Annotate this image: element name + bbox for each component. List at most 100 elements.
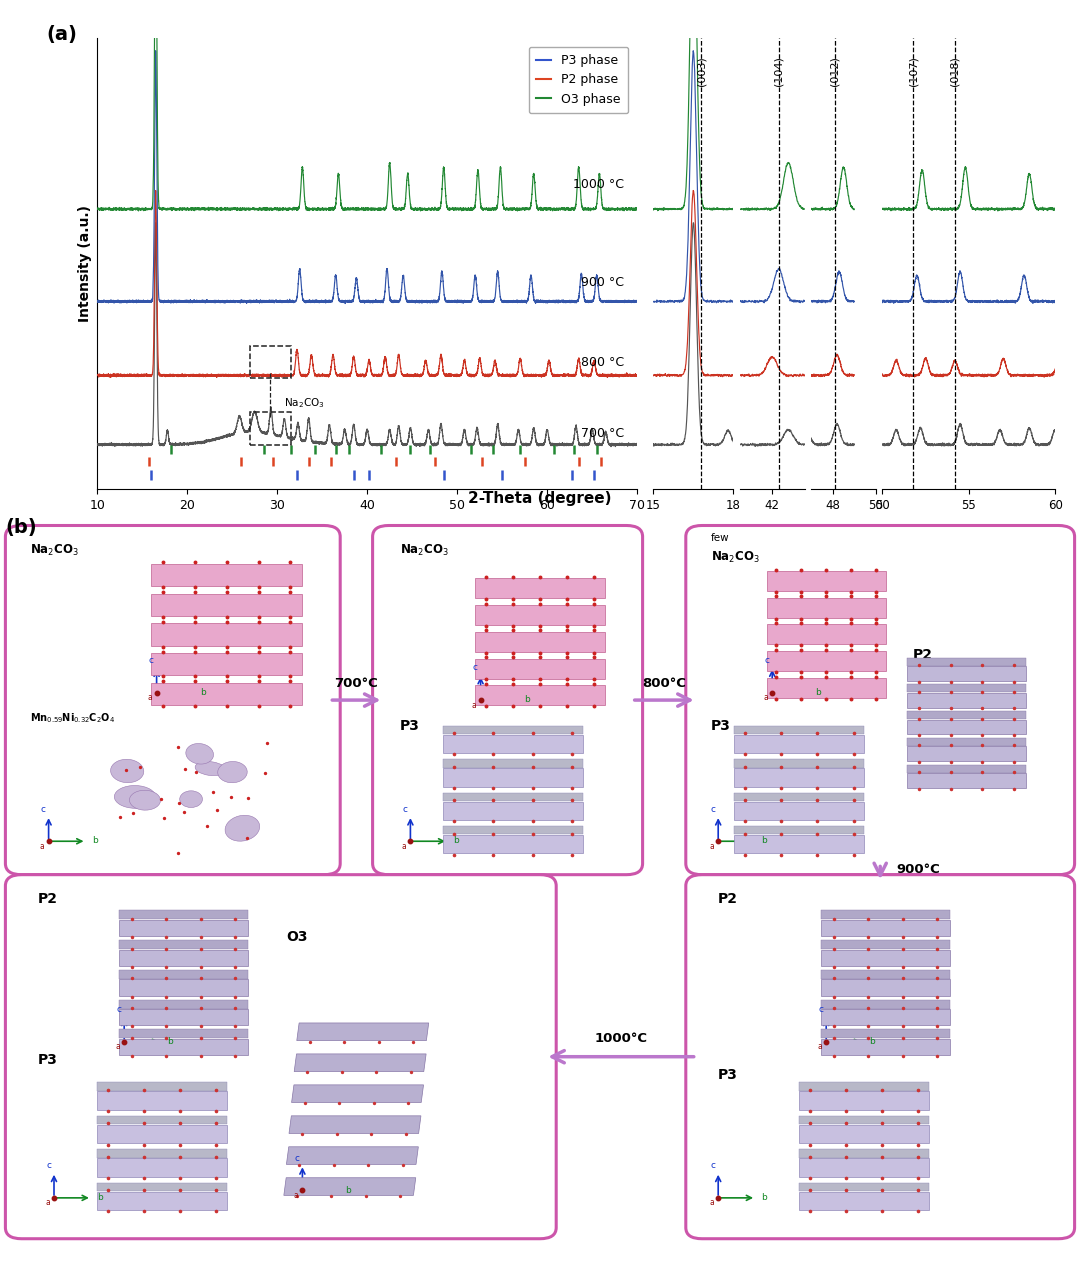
Bar xyxy=(767,652,886,672)
Text: c: c xyxy=(117,1005,121,1015)
Bar xyxy=(734,768,864,786)
Bar xyxy=(119,1039,248,1055)
Bar xyxy=(97,1082,227,1091)
Text: 800°C: 800°C xyxy=(643,677,686,690)
Text: c: c xyxy=(711,804,715,814)
FancyBboxPatch shape xyxy=(686,875,1075,1238)
Bar xyxy=(734,792,864,801)
Bar xyxy=(443,836,583,853)
Bar xyxy=(821,979,950,996)
Bar xyxy=(734,735,864,753)
Bar xyxy=(97,1091,227,1110)
Text: (003): (003) xyxy=(697,57,706,86)
Bar xyxy=(821,970,950,979)
Bar xyxy=(907,667,1026,681)
Polygon shape xyxy=(292,1085,423,1102)
Bar xyxy=(119,999,248,1008)
Bar xyxy=(799,1082,929,1091)
Bar xyxy=(907,738,1026,745)
Bar xyxy=(475,686,605,705)
Bar xyxy=(821,1010,950,1025)
Text: a: a xyxy=(40,842,44,851)
Text: c: c xyxy=(473,663,477,672)
Bar xyxy=(97,1191,227,1210)
Text: P3: P3 xyxy=(711,719,730,733)
Text: a: a xyxy=(45,1199,50,1208)
Text: Na$_2$CO$_3$: Na$_2$CO$_3$ xyxy=(711,550,759,565)
Text: (012): (012) xyxy=(829,57,840,86)
Bar xyxy=(821,940,950,949)
Text: 900°C: 900°C xyxy=(896,862,941,876)
Text: b: b xyxy=(97,1193,103,1203)
Text: c: c xyxy=(149,655,153,665)
Bar xyxy=(151,624,302,645)
Text: b: b xyxy=(761,1193,767,1203)
Bar xyxy=(799,1158,929,1176)
Bar xyxy=(151,683,302,705)
Text: c: c xyxy=(711,1161,715,1170)
Bar xyxy=(799,1149,929,1157)
Ellipse shape xyxy=(179,791,202,808)
Bar xyxy=(767,678,886,699)
Text: P2: P2 xyxy=(718,892,739,906)
Text: P3: P3 xyxy=(400,719,419,733)
Text: (b): (b) xyxy=(5,518,37,537)
FancyBboxPatch shape xyxy=(5,526,340,875)
Text: few: few xyxy=(711,533,729,542)
Bar xyxy=(734,759,864,767)
Bar xyxy=(821,1030,950,1039)
Text: (104): (104) xyxy=(773,57,784,86)
Ellipse shape xyxy=(130,790,161,810)
Text: Na$_2$CO$_3$: Na$_2$CO$_3$ xyxy=(400,542,448,558)
Bar xyxy=(799,1091,929,1110)
Y-axis label: Intensity (a.u.): Intensity (a.u.) xyxy=(78,204,92,323)
Text: 700 °C: 700 °C xyxy=(581,427,624,439)
Text: b: b xyxy=(524,695,529,705)
Bar xyxy=(97,1149,227,1157)
Text: (107): (107) xyxy=(908,57,918,86)
Bar xyxy=(443,826,583,834)
Bar xyxy=(119,970,248,979)
Text: 1000 °C: 1000 °C xyxy=(572,178,624,190)
Text: a: a xyxy=(764,693,768,702)
Legend: P3 phase, P2 phase, O3 phase: P3 phase, P2 phase, O3 phase xyxy=(529,47,629,113)
Text: a: a xyxy=(294,1191,298,1200)
Ellipse shape xyxy=(110,759,144,782)
Text: Mn$_{0.59}$Ni$_{0.32}$C$_2$O$_4$: Mn$_{0.59}$Ni$_{0.32}$C$_2$O$_4$ xyxy=(30,711,116,725)
Text: a: a xyxy=(402,842,406,851)
Text: b: b xyxy=(761,837,767,846)
Bar xyxy=(821,1039,950,1055)
Text: c: c xyxy=(41,804,45,814)
Bar xyxy=(821,919,950,936)
Bar xyxy=(97,1158,227,1176)
Bar xyxy=(443,768,583,786)
Text: c: c xyxy=(295,1153,299,1163)
Bar xyxy=(907,720,1026,734)
Text: b: b xyxy=(92,837,97,846)
Text: b: b xyxy=(200,688,205,697)
Bar xyxy=(821,911,950,919)
Bar xyxy=(151,564,302,587)
Bar xyxy=(907,685,1026,692)
Bar xyxy=(734,836,864,853)
Bar xyxy=(907,773,1026,787)
Bar xyxy=(799,1116,929,1124)
Text: O3: O3 xyxy=(286,931,308,945)
Bar xyxy=(907,765,1026,772)
Text: Na$_2$CO$_3$: Na$_2$CO$_3$ xyxy=(284,396,325,410)
Polygon shape xyxy=(286,1147,418,1165)
Text: a: a xyxy=(148,693,152,702)
Text: 1000°C: 1000°C xyxy=(594,1031,648,1045)
Bar xyxy=(475,632,605,652)
Bar xyxy=(443,725,583,734)
Text: 800 °C: 800 °C xyxy=(581,356,624,368)
Bar xyxy=(119,940,248,949)
Text: c: c xyxy=(46,1161,51,1170)
Bar xyxy=(97,1116,227,1124)
Bar xyxy=(119,919,248,936)
Ellipse shape xyxy=(225,815,259,841)
Bar xyxy=(767,625,886,644)
Bar xyxy=(475,578,605,598)
Text: Na$_2$CO$_3$: Na$_2$CO$_3$ xyxy=(30,542,79,558)
Bar xyxy=(907,711,1026,719)
